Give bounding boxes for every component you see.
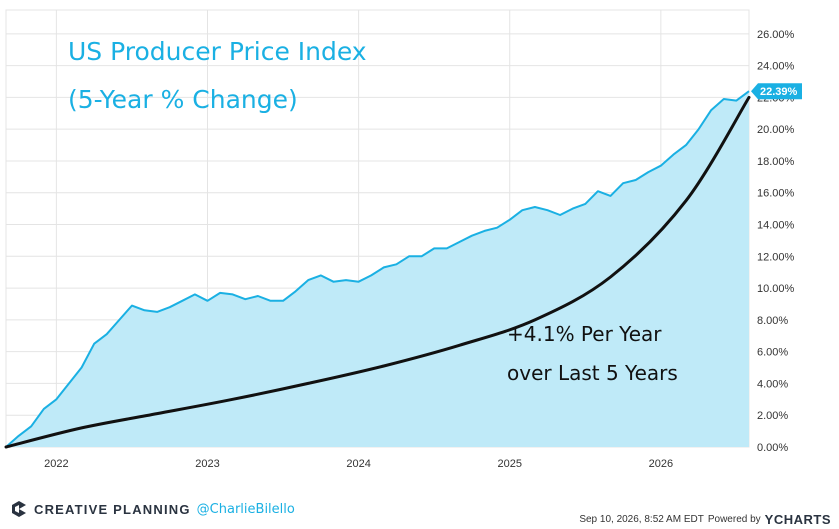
- y-tick-label: 20.00%: [757, 124, 795, 136]
- y-tick-label: 14.00%: [757, 220, 795, 232]
- y-tick-label: 10.00%: [757, 283, 795, 295]
- x-axis: 2022 2023 2024 2025 2026: [44, 458, 673, 470]
- y-tick-label: 16.00%: [757, 188, 795, 200]
- twitter-handle: @CharlieBilello: [196, 501, 295, 517]
- x-tick-label: 2024: [346, 458, 370, 470]
- powered-by: Powered by: [707, 514, 761, 525]
- footer-source: Sep 10, 2026, 8:52 AM EDT Powered by YCH…: [579, 512, 831, 527]
- ycharts-logo: YCHARTS: [764, 512, 831, 527]
- trend-line: [4, 95, 751, 449]
- y-tick-label: 2.00%: [757, 410, 788, 422]
- y-tick-label: 4.00%: [757, 378, 788, 390]
- last-value-badge-shape: [751, 83, 802, 100]
- creative-planning-logo-icon: [12, 501, 26, 517]
- ppi-line: [5, 90, 750, 448]
- last-value-label: 22.39%: [760, 86, 798, 98]
- ppi-area: [6, 91, 749, 447]
- timestamp: Sep 10, 2026, 8:52 AM EDT: [579, 514, 704, 525]
- area-layer: [5, 90, 750, 448]
- chart: 0.00% 2.00% 4.00% 6.00% 8.00% 10.00% 12.00% 14.…: [4, 9, 802, 470]
- annotation-line1: +4.1% Per Year: [507, 322, 662, 346]
- y-tick-label: 18.00%: [757, 156, 795, 168]
- y-tick-label: 0.00%: [757, 442, 788, 454]
- trend-layer: [4, 95, 751, 449]
- y-tick-label: 12.00%: [757, 251, 795, 263]
- x-tick-label: 2022: [44, 458, 68, 470]
- brand-name: CREATIVE PLANNING: [34, 501, 191, 517]
- chart-title-line1: US Producer Price Index: [68, 37, 367, 66]
- x-tick-label: 2025: [497, 458, 521, 470]
- x-tick-label: 2026: [649, 458, 673, 470]
- y-tick-label: 24.00%: [757, 61, 795, 73]
- chart-title-line2: (5-Year % Change): [68, 85, 298, 114]
- y-tick-label: 26.00%: [757, 29, 795, 41]
- y-tick-label: 8.00%: [757, 315, 788, 327]
- annotation-line2: over Last 5 Years: [507, 361, 678, 385]
- x-tick-label: 2023: [195, 458, 219, 470]
- footer-brand: CREATIVE PLANNING @CharlieBilello: [10, 498, 295, 520]
- last-value-badge: 22.39%: [751, 83, 802, 100]
- y-tick-label: 6.00%: [757, 347, 788, 359]
